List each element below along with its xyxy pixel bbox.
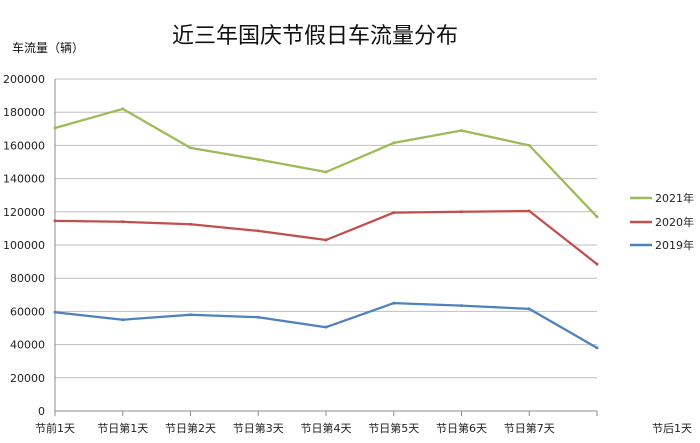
data-point xyxy=(595,215,599,219)
data-point xyxy=(121,220,125,224)
y-tick-label: 120000 xyxy=(3,206,45,219)
y-tick-label: 40000 xyxy=(10,339,45,352)
x-tick-label: 节日第6天 xyxy=(436,421,487,435)
x-tick-label: 节日第2天 xyxy=(165,421,216,435)
x-tick-label: 节日第3天 xyxy=(233,421,284,435)
y-tick-label: 80000 xyxy=(10,272,45,285)
x-tick-label: 节日第5天 xyxy=(368,421,419,435)
data-point xyxy=(527,209,531,213)
legend-label: 2020年 xyxy=(655,215,694,229)
data-point xyxy=(256,315,260,319)
data-point xyxy=(392,141,396,145)
data-point xyxy=(256,229,260,233)
y-axis-label: 车流量（辆） xyxy=(12,40,84,55)
data-point xyxy=(53,219,57,223)
x-tick-label: 节日第7天 xyxy=(504,421,555,435)
data-point xyxy=(324,325,328,329)
data-point xyxy=(189,222,192,226)
data-point xyxy=(392,211,396,215)
x-tick-label: 节前1天 xyxy=(35,421,75,435)
data-point xyxy=(121,107,125,111)
data-point xyxy=(189,313,192,317)
data-point xyxy=(527,143,531,147)
y-tick-label: 140000 xyxy=(3,173,45,186)
y-tick-label: 200000 xyxy=(3,73,45,86)
data-point xyxy=(121,318,125,322)
x-tick-label: 节日第4天 xyxy=(301,421,352,435)
series-line-2020年 xyxy=(53,209,599,266)
data-point xyxy=(53,310,57,314)
series-line-2021年 xyxy=(53,107,599,218)
y-tick-label: 0 xyxy=(38,405,45,418)
legend-label: 2021年 xyxy=(655,191,694,205)
y-tick-label: 60000 xyxy=(10,305,45,318)
data-point xyxy=(53,126,57,130)
chart-title: 近三年国庆节假日车流量分布 xyxy=(172,24,458,49)
legend: 2021年 2020年 2019年 xyxy=(630,191,694,252)
data-point xyxy=(527,307,531,311)
data-point xyxy=(324,170,328,174)
data-point xyxy=(595,346,599,350)
y-tick-label: 100000 xyxy=(3,239,45,252)
legend-label: 2019年 xyxy=(655,238,694,252)
data-point xyxy=(324,238,328,242)
y-tick-label: 160000 xyxy=(3,139,45,152)
data-point xyxy=(189,146,192,150)
grid-layer xyxy=(55,78,597,379)
data-point xyxy=(460,304,463,308)
series-layer xyxy=(53,107,599,350)
y-tick-label: 20000 xyxy=(10,372,45,385)
data-point xyxy=(460,210,463,214)
x-tick-label: 节后1天 xyxy=(652,422,692,435)
x-tick-label: 节日第1天 xyxy=(97,421,148,435)
data-point xyxy=(595,262,599,266)
data-point xyxy=(392,301,396,305)
data-point xyxy=(256,158,260,162)
data-point xyxy=(460,128,463,132)
y-tick-label: 180000 xyxy=(3,106,45,119)
series-line-2019年 xyxy=(53,301,599,350)
axis-layer: 0 20000 40000 60000 80000 100000 120000 140000 1… xyxy=(3,73,692,435)
